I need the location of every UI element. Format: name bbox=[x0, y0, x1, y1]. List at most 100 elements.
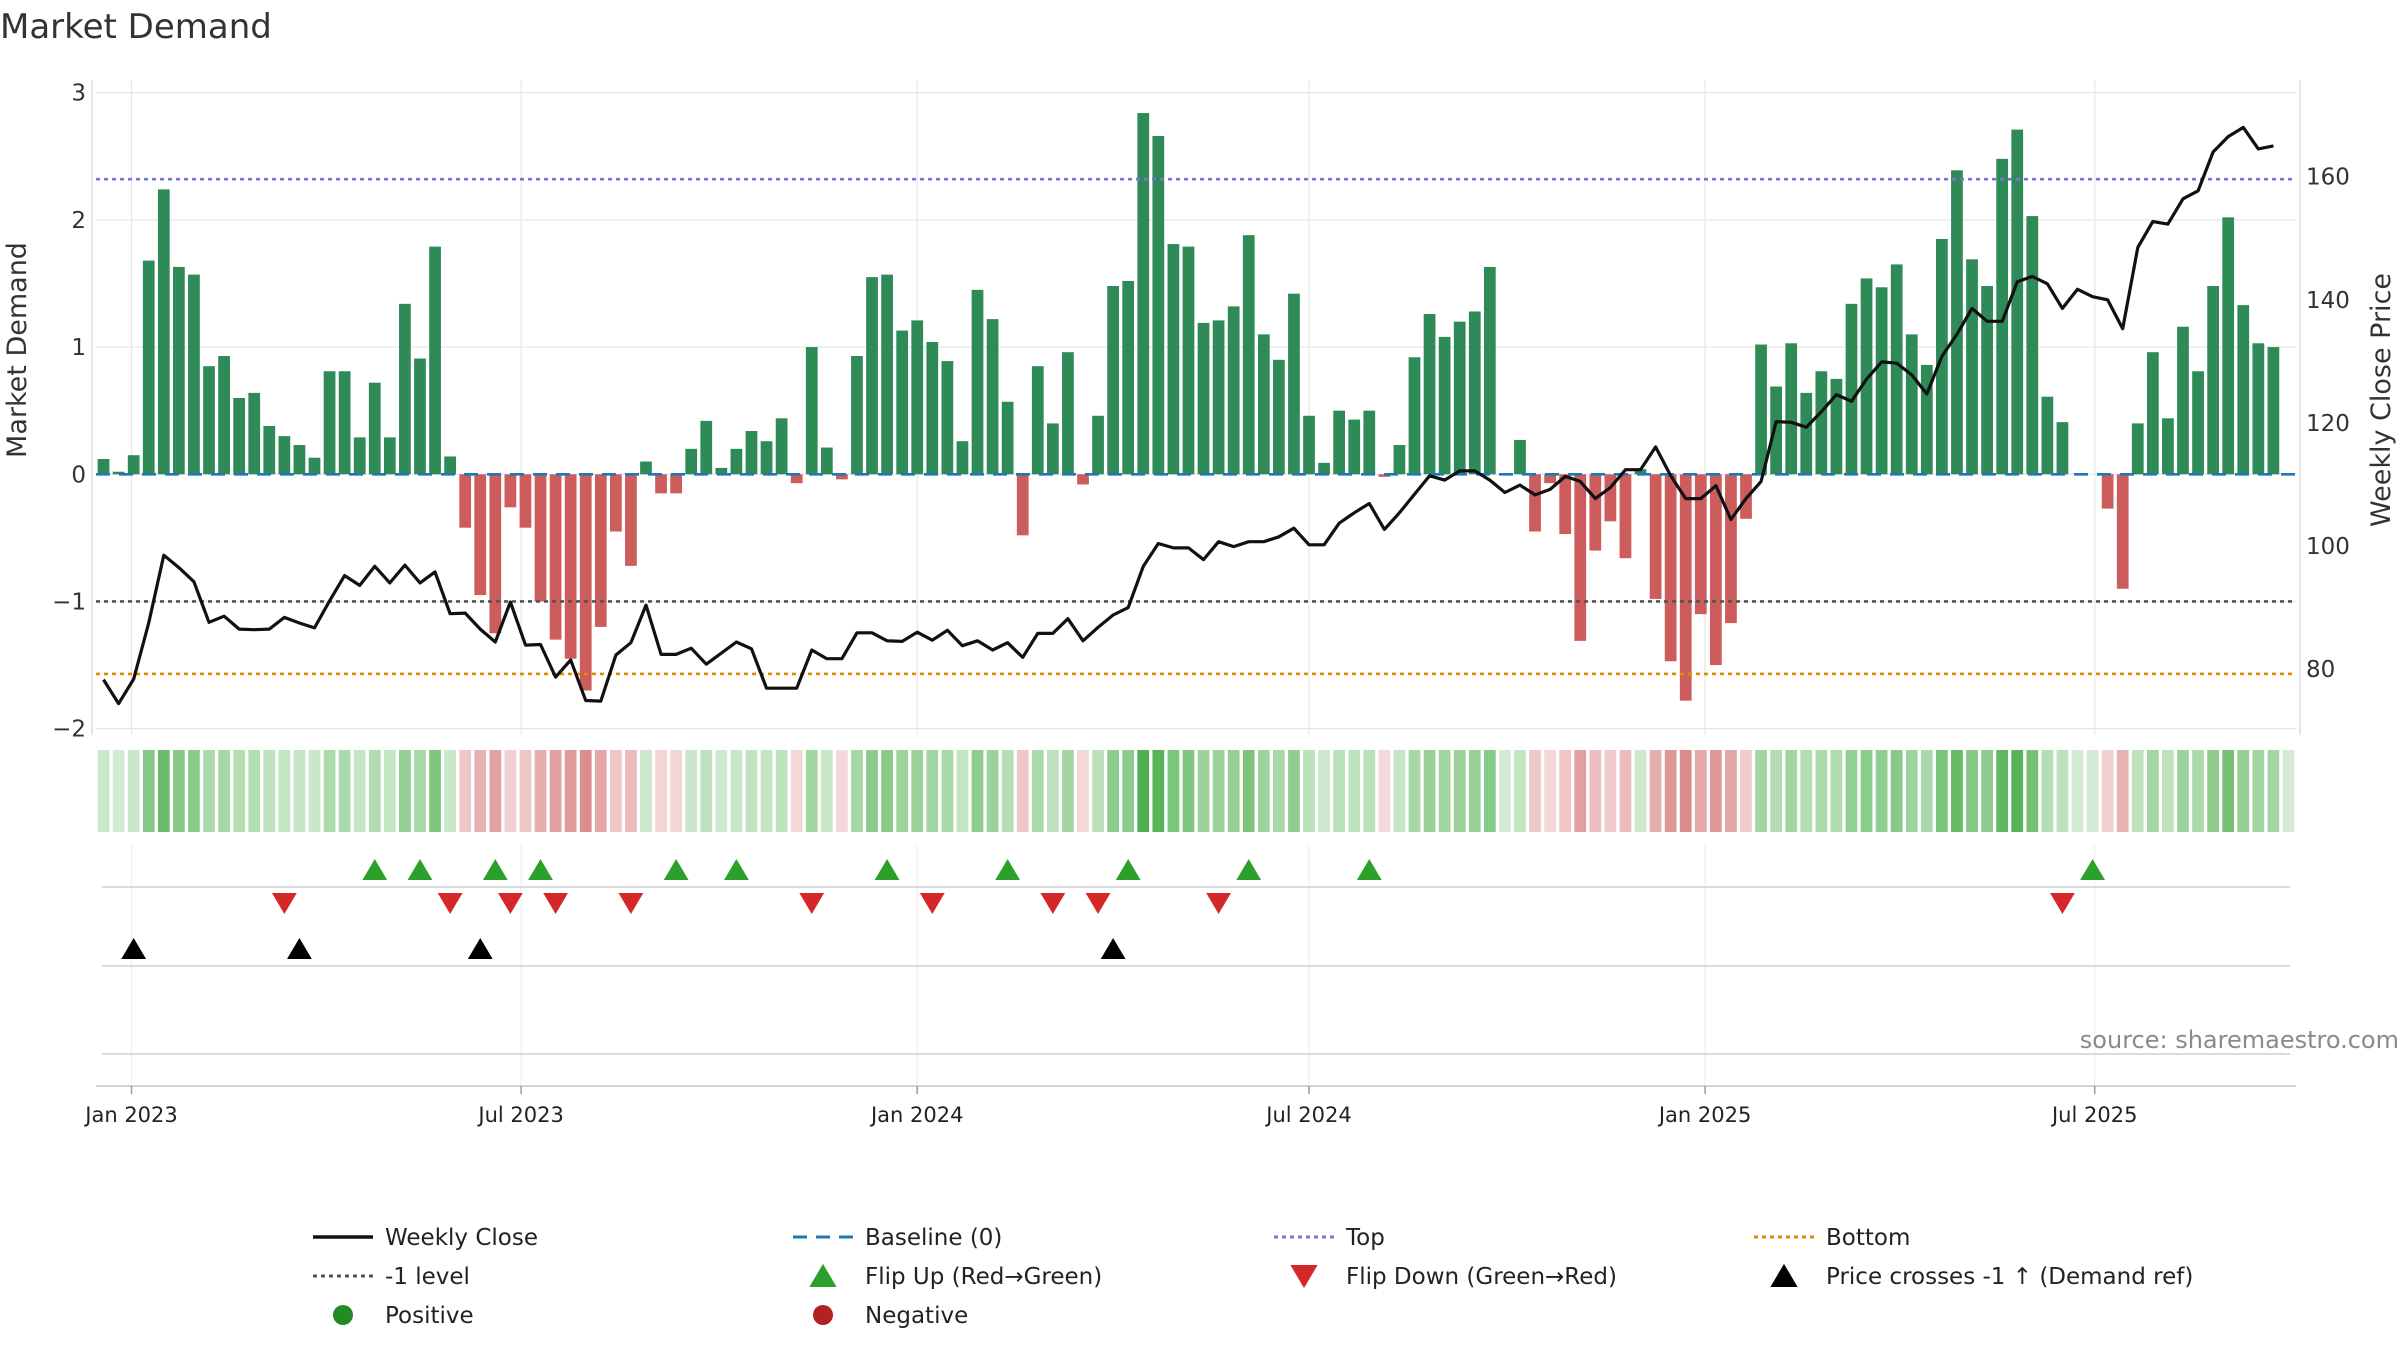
y2-tick-label: 80 bbox=[2306, 657, 2335, 683]
demand-bar bbox=[1423, 314, 1436, 475]
strip-cell bbox=[1468, 750, 1481, 832]
strip-cell bbox=[881, 750, 893, 832]
demand-bar bbox=[1875, 287, 1888, 475]
flip-down-marker bbox=[1206, 893, 1232, 914]
demand-bar bbox=[459, 474, 472, 528]
demand-bar bbox=[1212, 320, 1225, 475]
strip-cell bbox=[760, 750, 773, 832]
y-tick-label: −1 bbox=[52, 589, 86, 615]
demand-bar bbox=[1559, 474, 1572, 535]
strip-cell bbox=[1920, 750, 1933, 832]
demand-bar bbox=[1303, 415, 1315, 475]
flip-up-marker bbox=[2080, 859, 2105, 880]
flip-up-marker bbox=[407, 859, 433, 880]
demand-bar bbox=[142, 260, 155, 475]
strip-cell bbox=[1619, 750, 1632, 832]
strip-cell bbox=[248, 750, 261, 832]
strip-cell bbox=[1288, 750, 1300, 832]
legend-item: Price crosses -1 ↑ (Demand ref) bbox=[1770, 1263, 2193, 1290]
demand-bar bbox=[1453, 321, 1466, 475]
flip-up-marker bbox=[874, 859, 900, 880]
demand-bar bbox=[700, 420, 713, 475]
demand-bar bbox=[926, 342, 939, 475]
strip-cell bbox=[1574, 750, 1587, 832]
demand-bar bbox=[414, 358, 426, 475]
strip-cell bbox=[233, 750, 246, 832]
axes: −2 −1 0 1 2 3 80 100 120 140 160 Jan 2023 Jul 2023 Ja… bbox=[52, 80, 2350, 1127]
demand-bar bbox=[218, 355, 230, 475]
strip-cell bbox=[579, 750, 592, 832]
strip-cell bbox=[1152, 750, 1165, 832]
flip-up-marker bbox=[1115, 859, 1141, 880]
strip-cell bbox=[2267, 750, 2280, 832]
demand-bar bbox=[625, 474, 637, 566]
strip-cell bbox=[1529, 750, 1541, 832]
flip-down-marker bbox=[271, 893, 297, 914]
strip-cell bbox=[489, 750, 502, 832]
demand-bar bbox=[1107, 286, 1119, 475]
demand-bar bbox=[1996, 158, 2009, 475]
strip-cell bbox=[1815, 750, 1828, 832]
legend-triangle-up-icon bbox=[809, 1263, 837, 1287]
demand-bar bbox=[1800, 392, 1813, 475]
demand-bar bbox=[609, 474, 622, 532]
demand-bar bbox=[1182, 246, 1195, 475]
strip-cell bbox=[1664, 750, 1677, 832]
demand-bar bbox=[1770, 386, 1783, 475]
legend-item: Positive bbox=[333, 1303, 474, 1329]
y-tick-label: 1 bbox=[71, 335, 86, 361]
demand-bar bbox=[1393, 445, 1406, 475]
y-tick-label: 0 bbox=[71, 462, 86, 488]
demand-bar bbox=[1544, 474, 1556, 484]
strip-cell bbox=[715, 750, 728, 832]
y-tick-label: −2 bbox=[52, 717, 86, 743]
strip-cell bbox=[1499, 750, 1511, 832]
x-tick-label: Jan 2025 bbox=[1657, 1103, 1752, 1127]
demand-bar bbox=[2116, 474, 2129, 589]
demand-bar bbox=[1227, 306, 1240, 475]
strip-cell bbox=[323, 750, 336, 832]
strip-cell bbox=[1483, 750, 1496, 832]
demand-bar bbox=[353, 437, 366, 475]
strip-cell bbox=[1333, 750, 1346, 832]
demand-bar bbox=[685, 448, 698, 475]
strip-cell bbox=[1453, 750, 1466, 832]
demand-bar bbox=[2252, 343, 2265, 475]
flip-up-marker bbox=[1236, 859, 1262, 880]
demand-bar bbox=[2146, 352, 2159, 475]
demand-bar bbox=[1604, 474, 1617, 522]
demand-bar bbox=[2131, 423, 2144, 475]
strip-cell bbox=[474, 750, 487, 832]
demand-bar bbox=[97, 459, 110, 475]
strip-cell bbox=[2252, 750, 2265, 832]
strip-cell bbox=[609, 750, 622, 832]
flip-down-marker bbox=[2050, 893, 2075, 914]
strip-cell bbox=[594, 750, 607, 832]
strip-cell bbox=[504, 750, 517, 832]
strip-cell bbox=[429, 750, 441, 832]
demand-bar bbox=[489, 474, 502, 634]
demand-bar bbox=[1137, 113, 1150, 475]
demand-bar bbox=[1273, 359, 1285, 475]
demand-bar bbox=[188, 274, 200, 475]
legend-circle-icon bbox=[813, 1305, 833, 1325]
strip-cell bbox=[1378, 750, 1391, 832]
strip-cell bbox=[1544, 750, 1556, 832]
demand-bar bbox=[399, 303, 411, 475]
strip-cell bbox=[293, 750, 306, 832]
demand-bar bbox=[2222, 217, 2235, 475]
demand-heat-strip bbox=[97, 750, 2295, 832]
y-axis-label: Market Demand bbox=[2, 242, 33, 458]
source-note: source: sharemaestro.com bbox=[2080, 1026, 2399, 1054]
demand-bar bbox=[519, 474, 532, 528]
strip-cell bbox=[1273, 750, 1285, 832]
demand-bar bbox=[1709, 474, 1722, 666]
strip-cell bbox=[459, 750, 472, 832]
strip-cell bbox=[1031, 750, 1044, 832]
demand-bar bbox=[1890, 264, 1903, 475]
strip-cell bbox=[1709, 750, 1722, 832]
demand-bar bbox=[1725, 474, 1737, 624]
demand-bar bbox=[730, 448, 743, 475]
demand-bar bbox=[1920, 364, 1933, 475]
y2-tick-label: 120 bbox=[2306, 411, 2350, 437]
